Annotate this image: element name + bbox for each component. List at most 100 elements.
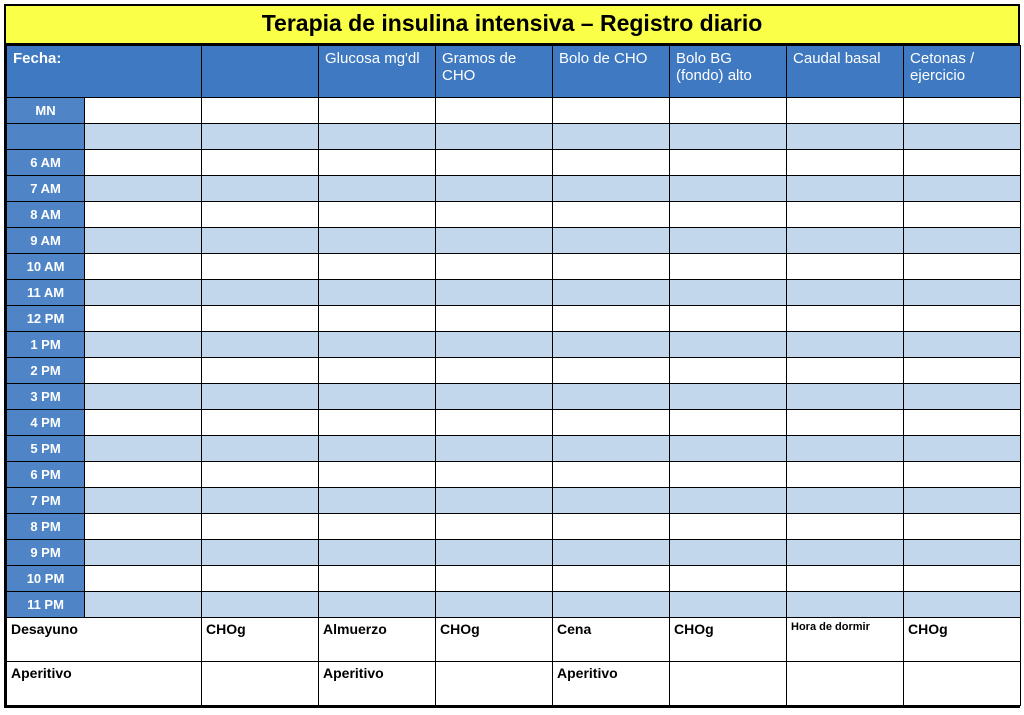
data-cell[interactable] xyxy=(436,332,553,358)
data-cell[interactable] xyxy=(202,514,319,540)
data-cell[interactable] xyxy=(202,410,319,436)
data-cell[interactable] xyxy=(436,358,553,384)
data-cell[interactable] xyxy=(319,228,436,254)
data-cell[interactable] xyxy=(436,566,553,592)
data-cell[interactable] xyxy=(85,566,202,592)
data-cell[interactable] xyxy=(319,358,436,384)
data-cell[interactable] xyxy=(904,384,1021,410)
data-cell[interactable] xyxy=(85,280,202,306)
data-cell[interactable] xyxy=(436,592,553,618)
data-cell[interactable] xyxy=(670,306,787,332)
data-cell[interactable] xyxy=(85,306,202,332)
data-cell[interactable] xyxy=(85,150,202,176)
summary-snack-2b[interactable] xyxy=(436,662,553,706)
data-cell[interactable] xyxy=(904,150,1021,176)
data-cell[interactable] xyxy=(670,124,787,150)
data-cell[interactable] xyxy=(670,280,787,306)
data-cell[interactable] xyxy=(787,514,904,540)
data-cell[interactable] xyxy=(436,124,553,150)
data-cell[interactable] xyxy=(670,358,787,384)
data-cell[interactable] xyxy=(319,436,436,462)
data-cell[interactable] xyxy=(85,202,202,228)
data-cell[interactable] xyxy=(202,358,319,384)
data-cell[interactable] xyxy=(85,540,202,566)
data-cell[interactable] xyxy=(319,514,436,540)
data-cell[interactable] xyxy=(319,592,436,618)
data-cell[interactable] xyxy=(319,410,436,436)
data-cell[interactable] xyxy=(904,332,1021,358)
data-cell[interactable] xyxy=(670,410,787,436)
summary-snack-4b[interactable] xyxy=(904,662,1021,706)
data-cell[interactable] xyxy=(85,98,202,124)
data-cell[interactable] xyxy=(553,384,670,410)
summary-dinner[interactable]: Cena xyxy=(553,618,670,662)
data-cell[interactable] xyxy=(436,410,553,436)
data-cell[interactable] xyxy=(787,488,904,514)
data-cell[interactable] xyxy=(553,280,670,306)
data-cell[interactable] xyxy=(436,254,553,280)
data-cell[interactable] xyxy=(319,150,436,176)
data-cell[interactable] xyxy=(553,540,670,566)
summary-lunch[interactable]: Almuerzo xyxy=(319,618,436,662)
data-cell[interactable] xyxy=(904,306,1021,332)
data-cell[interactable] xyxy=(85,176,202,202)
data-cell[interactable] xyxy=(319,306,436,332)
data-cell[interactable] xyxy=(202,124,319,150)
data-cell[interactable] xyxy=(436,280,553,306)
data-cell[interactable] xyxy=(436,176,553,202)
data-cell[interactable] xyxy=(202,566,319,592)
data-cell[interactable] xyxy=(202,384,319,410)
data-cell[interactable] xyxy=(85,228,202,254)
data-cell[interactable] xyxy=(436,462,553,488)
data-cell[interactable] xyxy=(202,98,319,124)
data-cell[interactable] xyxy=(436,228,553,254)
data-cell[interactable] xyxy=(319,332,436,358)
data-cell[interactable] xyxy=(553,306,670,332)
data-cell[interactable] xyxy=(553,202,670,228)
data-cell[interactable] xyxy=(904,280,1021,306)
summary-snack-3[interactable]: Aperitivo xyxy=(553,662,670,706)
data-cell[interactable] xyxy=(553,98,670,124)
data-cell[interactable] xyxy=(85,436,202,462)
data-cell[interactable] xyxy=(553,332,670,358)
data-cell[interactable] xyxy=(553,124,670,150)
data-cell[interactable] xyxy=(553,254,670,280)
data-cell[interactable] xyxy=(904,436,1021,462)
data-cell[interactable] xyxy=(787,98,904,124)
data-cell[interactable] xyxy=(670,462,787,488)
summary-snack-2[interactable]: Aperitivo xyxy=(319,662,436,706)
data-cell[interactable] xyxy=(85,254,202,280)
summary-dinner-cho[interactable]: CHOg xyxy=(670,618,787,662)
data-cell[interactable] xyxy=(85,124,202,150)
summary-bedtime[interactable]: Hora de dormir xyxy=(787,618,904,662)
data-cell[interactable] xyxy=(670,514,787,540)
data-cell[interactable] xyxy=(787,592,904,618)
data-cell[interactable] xyxy=(436,202,553,228)
data-cell[interactable] xyxy=(670,176,787,202)
data-cell[interactable] xyxy=(553,358,670,384)
data-cell[interactable] xyxy=(202,540,319,566)
data-cell[interactable] xyxy=(202,254,319,280)
data-cell[interactable] xyxy=(670,98,787,124)
summary-snack-1[interactable]: Aperitivo xyxy=(7,662,202,706)
data-cell[interactable] xyxy=(202,202,319,228)
data-cell[interactable] xyxy=(436,514,553,540)
data-cell[interactable] xyxy=(319,462,436,488)
data-cell[interactable] xyxy=(787,410,904,436)
data-cell[interactable] xyxy=(670,254,787,280)
data-cell[interactable] xyxy=(553,488,670,514)
data-cell[interactable] xyxy=(904,566,1021,592)
data-cell[interactable] xyxy=(85,488,202,514)
data-cell[interactable] xyxy=(670,566,787,592)
data-cell[interactable] xyxy=(787,124,904,150)
data-cell[interactable] xyxy=(787,202,904,228)
data-cell[interactable] xyxy=(904,176,1021,202)
data-cell[interactable] xyxy=(787,176,904,202)
data-cell[interactable] xyxy=(202,280,319,306)
data-cell[interactable] xyxy=(319,540,436,566)
data-cell[interactable] xyxy=(787,228,904,254)
data-cell[interactable] xyxy=(553,150,670,176)
data-cell[interactable] xyxy=(436,488,553,514)
data-cell[interactable] xyxy=(904,358,1021,384)
data-cell[interactable] xyxy=(904,202,1021,228)
